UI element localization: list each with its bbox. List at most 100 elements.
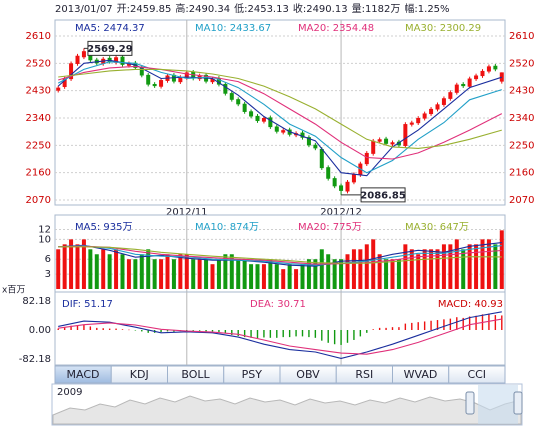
volume-bar [403, 244, 408, 289]
volume-bar [441, 244, 446, 289]
volume-bar [486, 239, 491, 289]
candle-body [159, 80, 164, 87]
macd-bar [231, 330, 233, 335]
volume-bar [229, 254, 234, 289]
indicator-tab-label[interactable]: PSY [242, 368, 263, 381]
legend-entry: DEA: 30.71 [250, 299, 306, 310]
navigator: 2009 [51, 383, 523, 426]
candle-body [62, 78, 67, 88]
volume-bar [474, 244, 479, 289]
candle-body [416, 118, 421, 124]
y-tick-label-right: 2070 [509, 195, 534, 206]
candle-body [216, 77, 221, 85]
candle-body [81, 51, 86, 58]
header-field: 低:2453.13 [234, 2, 289, 15]
volume-bar [94, 254, 99, 289]
macd-bar [147, 330, 149, 333]
legend-entry: MA20: 775万 [298, 222, 362, 233]
candle-body [480, 70, 485, 77]
ma-line [58, 318, 502, 355]
indicator-tab-label[interactable]: MACD [67, 368, 100, 381]
volume-bar [133, 259, 138, 289]
macd-bar [160, 330, 162, 333]
candle-body [454, 84, 459, 93]
candle-body [441, 98, 446, 105]
x-tick-label: 2012/11 [166, 207, 208, 218]
macd-bar [276, 330, 278, 338]
volume-bar [56, 249, 61, 289]
y-tick-label: -82.18 [19, 354, 51, 365]
candle-body [56, 87, 61, 91]
quote-header: 2013/01/07 开:2459.85 高:2490.34 低:2453.13 收:2… [55, 2, 450, 15]
candle-body [281, 130, 286, 133]
indicator-tab-label[interactable]: RSI [355, 368, 373, 381]
indicator-tab-label[interactable]: KDJ [130, 368, 149, 381]
volume-bar [306, 259, 311, 289]
volume-bar [268, 259, 273, 289]
navigator-window[interactable] [478, 385, 518, 424]
volume-bar [146, 249, 151, 289]
macd-bar [205, 330, 207, 332]
candle-body [210, 78, 215, 83]
ma-line [58, 311, 502, 359]
macd-bar [308, 330, 310, 338]
macd-bar [83, 325, 85, 330]
candle-body [396, 141, 401, 146]
y-tick-label: 2340 [26, 113, 51, 124]
volume-bar [210, 264, 215, 289]
indicator-tab-label[interactable]: WVAD [404, 368, 438, 381]
volume-bar [255, 264, 260, 289]
macd-bar [327, 330, 329, 343]
macd-bar [340, 330, 342, 345]
annotation-label: 2569.29 [87, 44, 133, 55]
legend-entry: MACD: 40.93 [438, 299, 503, 310]
macd-bar [411, 322, 413, 330]
y-tick-label-right: 2430 [509, 86, 534, 97]
volume-bar [101, 249, 106, 289]
volume-bar [326, 254, 331, 289]
macd-bar [372, 329, 374, 330]
macd-bar [250, 330, 252, 338]
candle-body [351, 174, 356, 183]
navigator-handle[interactable] [465, 391, 475, 415]
volume-bar [171, 259, 176, 289]
macd-bar [359, 330, 362, 337]
volume-bar [448, 244, 453, 289]
candle-body [319, 148, 324, 169]
candle-body [403, 124, 408, 146]
macd-bar [398, 327, 400, 330]
macd-bar [378, 327, 381, 330]
macd-bar [346, 330, 349, 343]
indicator-tab-label[interactable]: BOLL [181, 368, 210, 381]
x-tick-label: 2012/12 [320, 207, 362, 218]
y-tick-label: 10 [38, 234, 51, 245]
ma-line [58, 246, 502, 264]
volume-bar [467, 244, 472, 289]
macd-bar [301, 330, 304, 337]
y-tick-label: 3 [45, 269, 51, 280]
macd-bar [494, 315, 497, 330]
volume-bar [165, 254, 170, 289]
indicator-tab-label[interactable]: OBV [296, 368, 320, 381]
navigator-handle[interactable] [513, 391, 523, 415]
macd-bar [462, 317, 464, 330]
volume-bar [191, 259, 196, 289]
y-tick-label: 12 [38, 224, 51, 235]
volume-bar [242, 259, 247, 289]
indicator-tab[interactable] [448, 365, 506, 384]
volume-bar [139, 254, 144, 289]
macd-bar [102, 328, 104, 330]
candle-body [75, 55, 80, 64]
macd-bar [314, 330, 317, 338]
indicator-tab-label[interactable]: CCI [467, 368, 486, 381]
y-tick-label: 2250 [26, 140, 51, 151]
volume-bar [358, 249, 363, 289]
y-tick-label: 0.00 [29, 325, 51, 336]
candle-body [409, 122, 414, 125]
volume-bar [480, 239, 485, 289]
macd-bar [456, 317, 458, 330]
macd-bar [134, 330, 137, 331]
macd-bar [443, 319, 445, 330]
volume-bar [377, 254, 382, 289]
y-tick-label: 2430 [26, 86, 51, 97]
